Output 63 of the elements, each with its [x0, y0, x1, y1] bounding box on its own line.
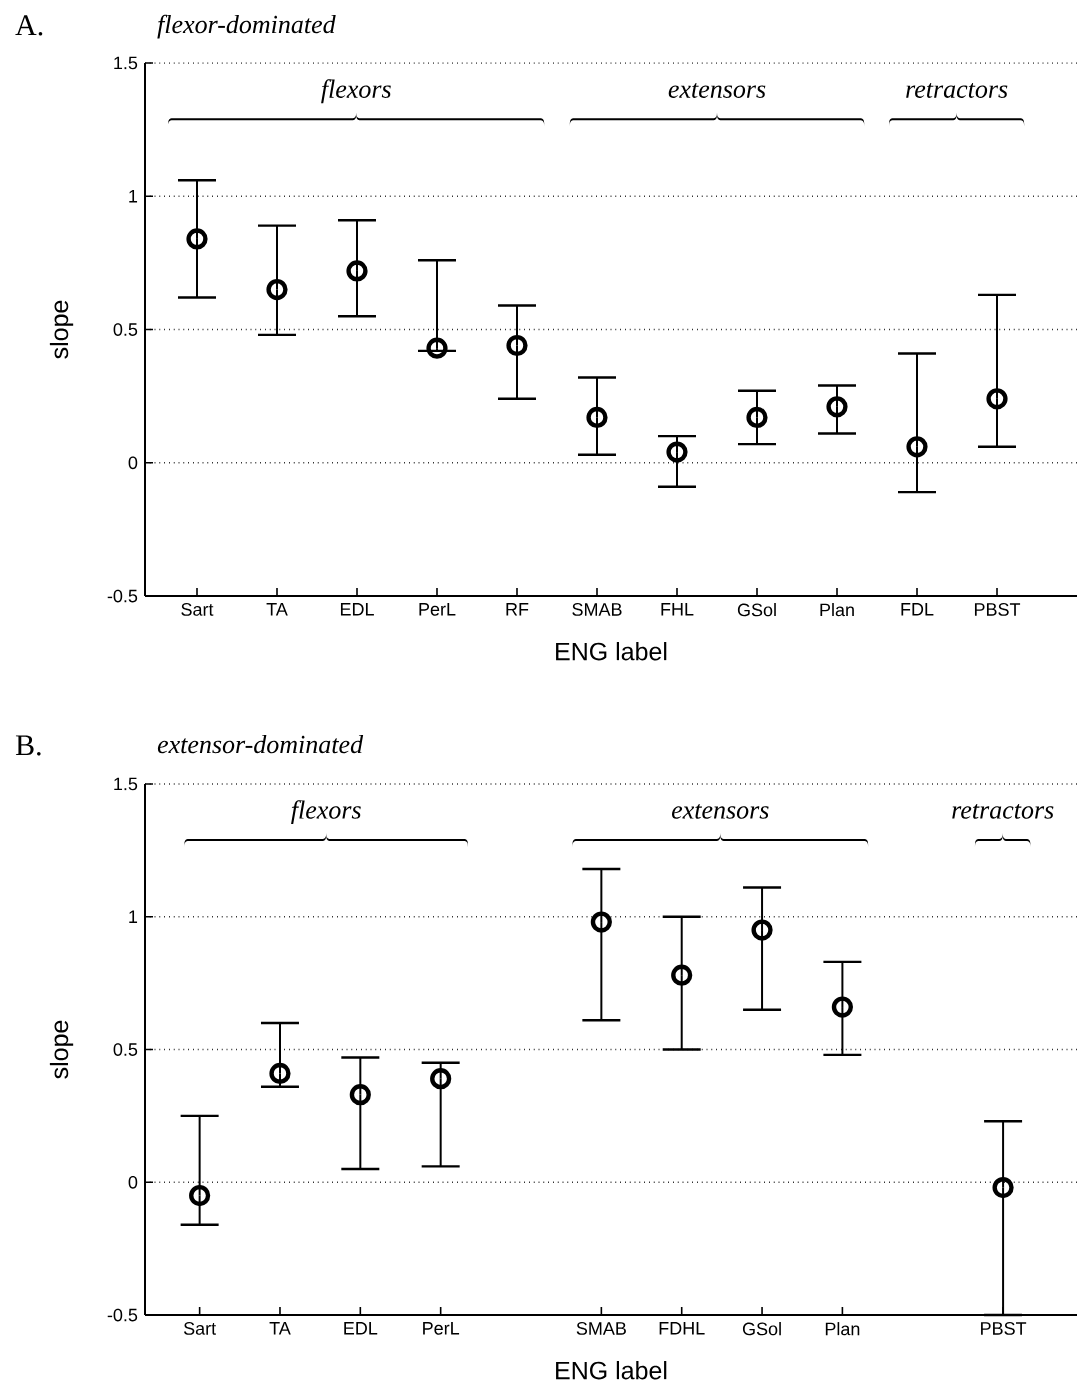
point [586, 406, 608, 429]
y-tick-label: 1.5 [114, 56, 138, 70]
x-tick-label: PBST [974, 603, 1021, 616]
point [426, 337, 448, 359]
x-tick-label: EDL [340, 603, 374, 616]
annotation: flexors [291, 800, 361, 825]
x-tick-label: FDHL [659, 1322, 705, 1335]
y-axis-title: slope [49, 300, 74, 359]
y-tick-label: 1.5 [114, 777, 138, 791]
y-axis-title: slope [49, 1020, 74, 1079]
x-tick-label: FDL [901, 603, 934, 616]
x-tick-label: SMAB [576, 1322, 626, 1335]
point [986, 388, 1008, 410]
x-axis-title: ENG label [556, 1361, 667, 1380]
chart-title: flexor-dominated [157, 14, 336, 39]
point [349, 1084, 371, 1106]
point [906, 436, 928, 458]
y-tick-label: 0 [128, 1175, 138, 1189]
point [590, 911, 612, 933]
point [671, 964, 693, 986]
point [189, 1184, 211, 1207]
chart-title: extensor-dominated [157, 734, 364, 754]
point [826, 396, 848, 418]
point [992, 1176, 1014, 1199]
annotation: flexors [321, 79, 391, 104]
point [506, 334, 528, 357]
y-tick-label: 0.5 [113, 323, 138, 336]
y-tick-label: -0.5 [107, 1308, 138, 1322]
x-tick-label: Plan [825, 1322, 860, 1336]
point [666, 441, 688, 463]
x-tick-label: Plan [820, 603, 854, 617]
x-tick-label: EDL [344, 1322, 378, 1335]
x-tick-label: SMAB [572, 603, 622, 616]
text: B. [15, 735, 41, 756]
point [346, 260, 368, 282]
x-axis-title: ENG label [556, 642, 667, 661]
point [831, 996, 853, 1018]
x-tick-label: GSol [737, 603, 776, 617]
annotation: extensors [671, 803, 769, 819]
point [186, 228, 208, 250]
x-tick-label: PerL [423, 1322, 460, 1335]
annotation: retractors [952, 803, 1054, 819]
x-tick-label: Sart [181, 603, 214, 616]
y-tick-label: 0 [128, 456, 138, 470]
x-tick-label: PerL [419, 603, 456, 616]
y-tick-label: 1 [129, 910, 138, 923]
point [751, 919, 773, 941]
x-tick-label: RF [506, 603, 529, 616]
x-tick-label: Sart [183, 1322, 216, 1335]
point [746, 406, 768, 429]
x-tick-label: PBST [981, 1322, 1027, 1335]
annotation: extensors [668, 83, 766, 98]
annotation: retractors [906, 83, 1008, 98]
x-tick-label: TA [269, 1322, 291, 1335]
y-tick-label: -0.5 [107, 589, 138, 603]
text: A. [15, 15, 43, 36]
point [266, 278, 288, 301]
y-tick-label: 0.5 [113, 1043, 138, 1056]
point [430, 1068, 452, 1090]
y-tick-label: 1 [129, 190, 138, 203]
x-tick-label: FHL [661, 603, 694, 616]
x-tick-label: GSol [742, 1322, 781, 1336]
x-tick-label: TA [266, 603, 288, 616]
